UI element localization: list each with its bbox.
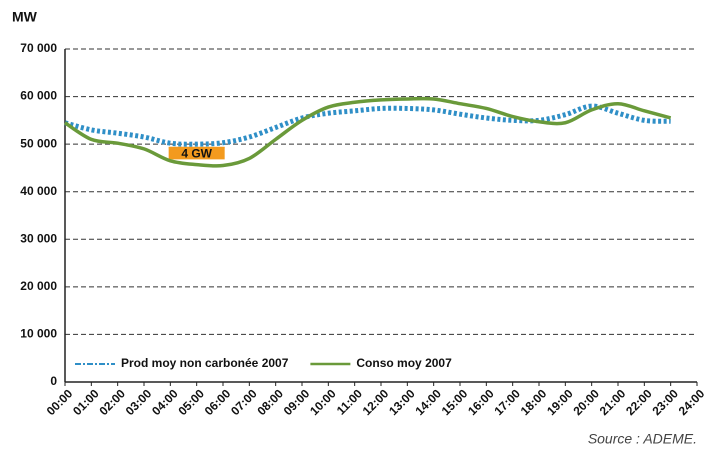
- x-tick-label: 10:00: [307, 386, 339, 418]
- x-tick-label: 12:00: [360, 386, 392, 418]
- x-tick-label: 04:00: [149, 386, 181, 418]
- x-tick-label: 24:00: [676, 386, 708, 418]
- series-line: [64, 103, 671, 147]
- x-tick-label: 07:00: [228, 386, 260, 418]
- x-tick-label: 01:00: [70, 386, 102, 418]
- x-tick-label: 21:00: [597, 386, 629, 418]
- series-line: [64, 96, 672, 168]
- legend-label: Conso moy 2007: [356, 356, 452, 370]
- y-axis-label: MW: [12, 9, 38, 25]
- y-tick-label: 70 000: [20, 41, 57, 55]
- y-tick-label: 60 000: [20, 89, 57, 103]
- x-tick-label: 09:00: [281, 386, 313, 418]
- y-tick-label: 20 000: [20, 279, 57, 293]
- x-tick-label: 03:00: [123, 386, 155, 418]
- x-tick-label: 14:00: [412, 386, 444, 418]
- x-tick-label: 06:00: [202, 386, 234, 418]
- x-tick-label: 17:00: [491, 386, 523, 418]
- y-tick-label: 0: [50, 374, 57, 388]
- x-tick-label: 20:00: [570, 386, 602, 418]
- x-tick-label: 00:00: [44, 386, 76, 418]
- y-tick-label: 10 000: [20, 327, 57, 341]
- x-tick-label: 23:00: [649, 386, 681, 418]
- x-tick-label: 08:00: [254, 386, 286, 418]
- y-tick-label: 40 000: [20, 184, 57, 198]
- annotation: 4 GW: [168, 147, 225, 161]
- x-tick-label: 13:00: [386, 386, 418, 418]
- x-tick-label: 16:00: [465, 386, 497, 418]
- x-tick-label: 22:00: [623, 386, 655, 418]
- source: Source : ADEME.: [588, 431, 697, 447]
- x-tick-label: 05:00: [175, 386, 207, 418]
- x-tick-label: 11:00: [334, 386, 365, 417]
- x-tick-label: 15:00: [439, 386, 471, 418]
- y-tick-label: 30 000: [20, 231, 57, 245]
- annotation-text: 4 GW: [181, 147, 212, 161]
- y-tick-label: 50 000: [20, 136, 57, 150]
- x-tick-label: 02:00: [96, 386, 128, 418]
- x-tick-label: 18:00: [518, 386, 550, 418]
- annotation-box: [168, 147, 225, 160]
- legend-label: Prod moy non carbonée 2007: [121, 356, 289, 370]
- x-tick-label: 19:00: [544, 386, 576, 418]
